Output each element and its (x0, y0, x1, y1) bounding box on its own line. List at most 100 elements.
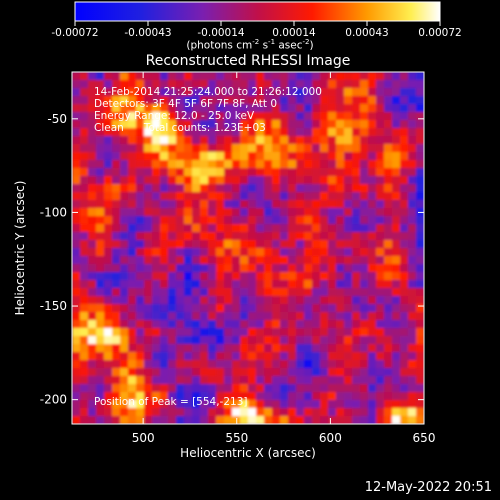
heatmap-cell (88, 104, 97, 113)
heatmap-cell (328, 176, 337, 185)
heatmap-cell (72, 80, 81, 89)
heatmap-cell (96, 320, 105, 329)
heatmap-cell (80, 352, 89, 361)
heatmap-cell (160, 160, 169, 169)
heatmap-cell (328, 368, 337, 377)
heatmap-cell (368, 408, 377, 417)
heatmap-cell (392, 144, 401, 153)
heatmap-cell (328, 296, 337, 305)
heatmap-cell (128, 216, 137, 225)
heatmap-cell (240, 224, 249, 233)
heatmap-cell (240, 120, 249, 129)
heatmap-cell (384, 264, 393, 273)
heatmap-cell (136, 280, 145, 289)
heatmap-cell (120, 232, 129, 241)
heatmap-cell (336, 160, 345, 169)
heatmap-cell (104, 288, 113, 297)
heatmap-cell (336, 208, 345, 217)
heatmap-cell (256, 304, 265, 313)
heatmap-cell (264, 272, 273, 281)
heatmap-cell (160, 264, 169, 273)
heatmap-cell (192, 184, 201, 193)
heatmap-cell (296, 232, 305, 241)
heatmap-cell (392, 264, 401, 273)
heatmap-cell (408, 112, 417, 121)
heatmap-cell (272, 96, 281, 105)
heatmap-cell (104, 96, 113, 105)
heatmap-cell (344, 168, 353, 177)
heatmap-cell (208, 344, 217, 353)
heatmap-cell (368, 168, 377, 177)
heatmap-cell (376, 80, 385, 89)
heatmap-cell (280, 256, 289, 265)
heatmap-cell (96, 112, 105, 121)
heatmap-cell (408, 104, 417, 113)
heatmap-cell (192, 192, 201, 201)
heatmap-cell (152, 136, 161, 145)
heatmap-cell (112, 160, 121, 169)
heatmap-cell (240, 168, 249, 177)
heatmap-cell (256, 96, 265, 105)
heatmap-cell (152, 96, 161, 105)
heatmap-cell (152, 152, 161, 161)
footer-date: 12-May-2022 20:51 (364, 480, 492, 495)
heatmap-cell (344, 192, 353, 201)
heatmap-cell (304, 376, 313, 385)
heatmap-cell (112, 416, 121, 424)
heatmap-cell (184, 88, 193, 97)
heatmap-cell (168, 224, 177, 233)
heatmap-cell (184, 328, 193, 337)
heatmap-cell (112, 288, 121, 297)
heatmap-cell (120, 320, 129, 329)
heatmap-cell (112, 72, 121, 81)
heatmap-cell (240, 200, 249, 209)
heatmap-cell (80, 280, 89, 289)
heatmap-cell (152, 408, 161, 417)
heatmap-cell (104, 88, 113, 97)
heatmap-cell (400, 360, 409, 369)
heatmap-cell (368, 248, 377, 257)
heatmap-cell (296, 272, 305, 281)
heatmap-cell (296, 184, 305, 193)
heatmap-cell (240, 368, 249, 377)
heatmap-cell (232, 80, 241, 89)
heatmap-cell (400, 296, 409, 305)
heatmap-cell (352, 280, 361, 289)
heatmap-cell (336, 168, 345, 177)
heatmap-cell (344, 368, 353, 377)
heatmap-cell (128, 288, 137, 297)
heatmap-cell (320, 136, 329, 145)
heatmap-cell (352, 240, 361, 249)
heatmap-cell (152, 336, 161, 345)
heatmap-cell (208, 200, 217, 209)
heatmap-cell (96, 104, 105, 113)
heatmap-cell (376, 224, 385, 233)
heatmap-cell (304, 248, 313, 257)
heatmap-cell (272, 320, 281, 329)
heatmap-cell (184, 232, 193, 241)
heatmap-cell (72, 240, 81, 249)
heatmap-cell (400, 336, 409, 345)
heatmap-cell (352, 264, 361, 273)
heatmap-cell (280, 176, 289, 185)
heatmap-cell (360, 312, 369, 321)
heatmap-cell (360, 344, 369, 353)
heatmap-cell (248, 328, 257, 337)
heatmap-cell (312, 320, 321, 329)
heatmap-cell (152, 280, 161, 289)
heatmap-cell (256, 256, 265, 265)
heatmap-cell (248, 264, 257, 273)
heatmap-cell (416, 128, 424, 137)
heatmap-cell (320, 112, 329, 121)
heatmap-cell (72, 288, 81, 297)
heatmap-cell (160, 176, 169, 185)
heatmap-cell (416, 112, 424, 121)
heatmap-cell (128, 112, 137, 121)
heatmap-cell (208, 416, 217, 424)
heatmap-cell (224, 80, 233, 89)
heatmap-cell (304, 144, 313, 153)
heatmap-cell (248, 336, 257, 345)
heatmap-cell (352, 360, 361, 369)
heatmap-cell (304, 208, 313, 217)
heatmap-cell (304, 272, 313, 281)
